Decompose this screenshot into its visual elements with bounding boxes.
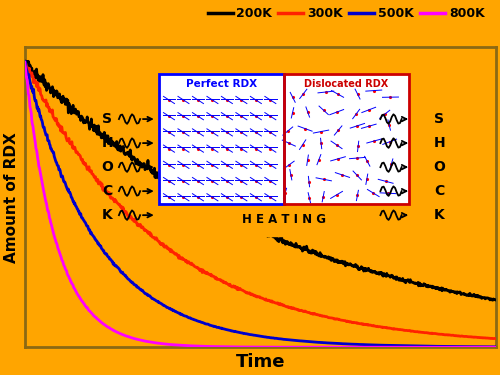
Text: S: S bbox=[102, 112, 112, 126]
Text: C: C bbox=[102, 184, 113, 198]
Text: C: C bbox=[434, 184, 444, 198]
Text: O: O bbox=[434, 160, 445, 174]
Y-axis label: Amount of RDX: Amount of RDX bbox=[4, 132, 19, 262]
Text: H: H bbox=[434, 136, 445, 150]
Text: H: H bbox=[102, 136, 113, 150]
Text: K: K bbox=[102, 208, 113, 222]
Text: O: O bbox=[101, 160, 113, 174]
X-axis label: Time: Time bbox=[236, 353, 285, 371]
Text: K: K bbox=[434, 208, 444, 222]
Legend: 200K, 300K, 500K, 800K: 200K, 300K, 500K, 800K bbox=[202, 2, 490, 25]
Text: S: S bbox=[434, 112, 444, 126]
